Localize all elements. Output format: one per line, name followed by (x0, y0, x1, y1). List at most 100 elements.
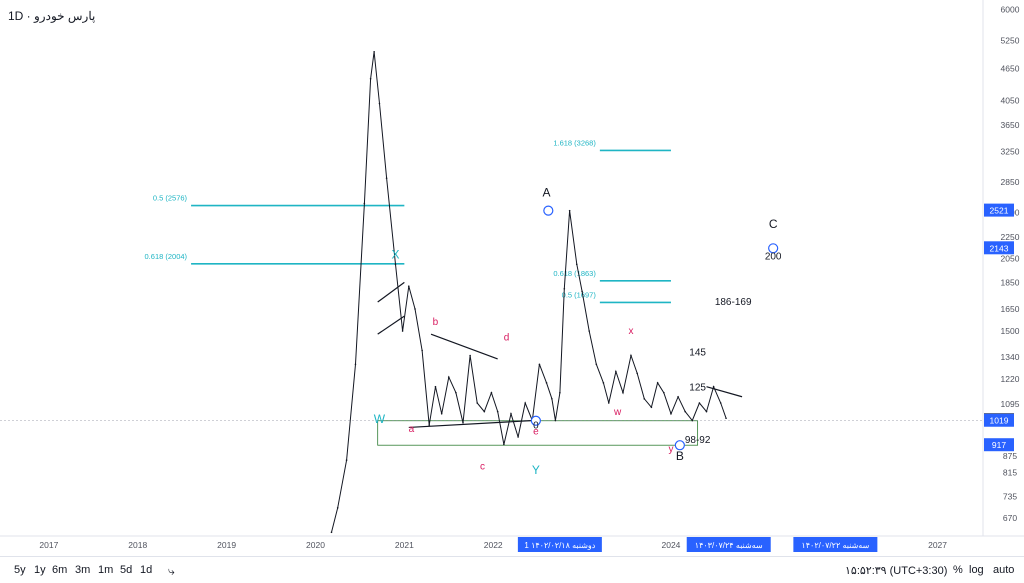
wave-annotation: X (391, 248, 399, 262)
y-tick-label: 670 (1003, 513, 1017, 523)
x-tick-label: 2017 (39, 540, 58, 550)
range-5y-button[interactable]: 5y (14, 564, 26, 576)
price-point (719, 402, 722, 404)
log-toggle[interactable]: log (969, 564, 984, 576)
price-point (369, 77, 372, 80)
x-tick-label: 2022 (484, 540, 503, 550)
range-1d-button[interactable]: 1d (140, 564, 153, 576)
price-point (496, 410, 499, 413)
y-tick-label: 3650 (1001, 120, 1020, 130)
price-point (455, 391, 457, 394)
y-tick-label: 3250 (1001, 147, 1020, 157)
price-point (490, 391, 493, 394)
price-point (503, 443, 505, 446)
fib-level-label: 0.618 (2004) (145, 252, 188, 261)
wave-annotation: B (676, 449, 684, 463)
y-tick-label: 1650 (1001, 304, 1020, 314)
x-tick-label: 2019 (217, 540, 236, 550)
price-point (705, 410, 708, 413)
range-5d-button[interactable]: 5d (120, 564, 133, 576)
y-tick-label: 1340 (1001, 352, 1020, 362)
trend-line (430, 333, 498, 360)
price-point (414, 308, 416, 310)
price-point (483, 410, 486, 413)
y-tick-label: 2250 (1001, 232, 1020, 242)
date-label-box (517, 537, 602, 552)
x-tick-label: 2020 (306, 540, 325, 550)
trend-line (408, 419, 534, 429)
price-point (677, 395, 679, 398)
y-tick-label: 1500 (1001, 326, 1020, 336)
price-point (434, 385, 437, 388)
range-3m-button[interactable]: 3m (75, 564, 91, 576)
wave-annotation: d (504, 333, 510, 344)
wave-annotation: 98-92 (685, 435, 711, 446)
y-tick-label: 875 (1003, 451, 1017, 461)
wave-annotation: 0 (533, 421, 539, 432)
wave-annotation: W (374, 412, 386, 426)
price-point (330, 531, 333, 534)
auto-toggle[interactable]: auto (993, 564, 1015, 576)
price-point (563, 287, 566, 290)
price-point (615, 370, 617, 373)
price-label: 2521 (990, 206, 1009, 216)
price-point (663, 391, 665, 394)
date-label: سه‌شنبه ۱۴۰۳/۰۷/۲۴ (695, 541, 763, 550)
range-1y-button[interactable]: 1y (34, 564, 46, 576)
wave-annotation: a (409, 424, 415, 435)
price-label-box (984, 438, 1014, 452)
price-point (684, 410, 686, 413)
date-label: سه‌شنبه ۱۴۰۲/۰۷/۲۲ (801, 541, 869, 550)
price-point (545, 382, 548, 384)
y-tick-label: 6000 (1001, 4, 1020, 14)
y-tick-label: 2850 (1001, 177, 1020, 187)
fib-level-label: 0.618 (1863) (553, 269, 596, 278)
wave-annotation: x (628, 326, 633, 337)
price-point (524, 402, 527, 404)
price-point (354, 363, 357, 366)
price-point (394, 263, 397, 266)
y-tick-label: 1850 (1001, 277, 1020, 287)
price-point (538, 363, 541, 366)
price-point (698, 402, 701, 404)
wave-point-circle (768, 243, 779, 254)
price-point (559, 391, 561, 394)
price-point (595, 363, 598, 366)
wave-annotation: 200 (765, 252, 782, 263)
price-point (607, 402, 610, 404)
percent-toggle[interactable]: % (953, 564, 963, 576)
price-point (373, 50, 375, 53)
date-label: دوشنبه ۱۴۰۲/۰۲/۱۸ 1 (524, 541, 595, 550)
trend-line (377, 281, 405, 303)
wave-annotation: b (433, 317, 439, 328)
price-point (725, 417, 727, 420)
price-point (401, 330, 404, 332)
price-point (421, 349, 423, 352)
price-chart[interactable]: 6000525046504050365032502850250022502050… (0, 0, 1024, 556)
wave-point-circle (674, 440, 685, 451)
price-point (517, 436, 519, 438)
price-point (554, 419, 557, 422)
price-point (643, 398, 646, 400)
price-point (345, 459, 348, 461)
price-point (575, 263, 578, 266)
price-label-box (984, 241, 1014, 255)
range-1m-button[interactable]: 1m (98, 564, 114, 576)
goto-date-icon[interactable]: ⤷ (168, 564, 175, 578)
price-point (510, 412, 512, 415)
wave-annotation: w (613, 407, 622, 418)
range-6m-button[interactable]: 6m (52, 564, 68, 576)
chart-title: پارس خودرو · 1D (8, 9, 96, 23)
y-tick-label: 5250 (1001, 35, 1020, 45)
price-point (469, 354, 471, 357)
y-tick-label: 1220 (1001, 374, 1020, 384)
price-label: 1019 (990, 416, 1009, 426)
wave-point-circle (530, 415, 541, 426)
price-label-box (984, 413, 1014, 427)
y-tick-label: 4650 (1001, 64, 1020, 74)
wave-annotation: e (533, 427, 539, 438)
price-point (691, 419, 694, 422)
trend-line (377, 315, 405, 335)
date-label-box (686, 537, 771, 552)
x-tick-label: 2018 (128, 540, 147, 550)
